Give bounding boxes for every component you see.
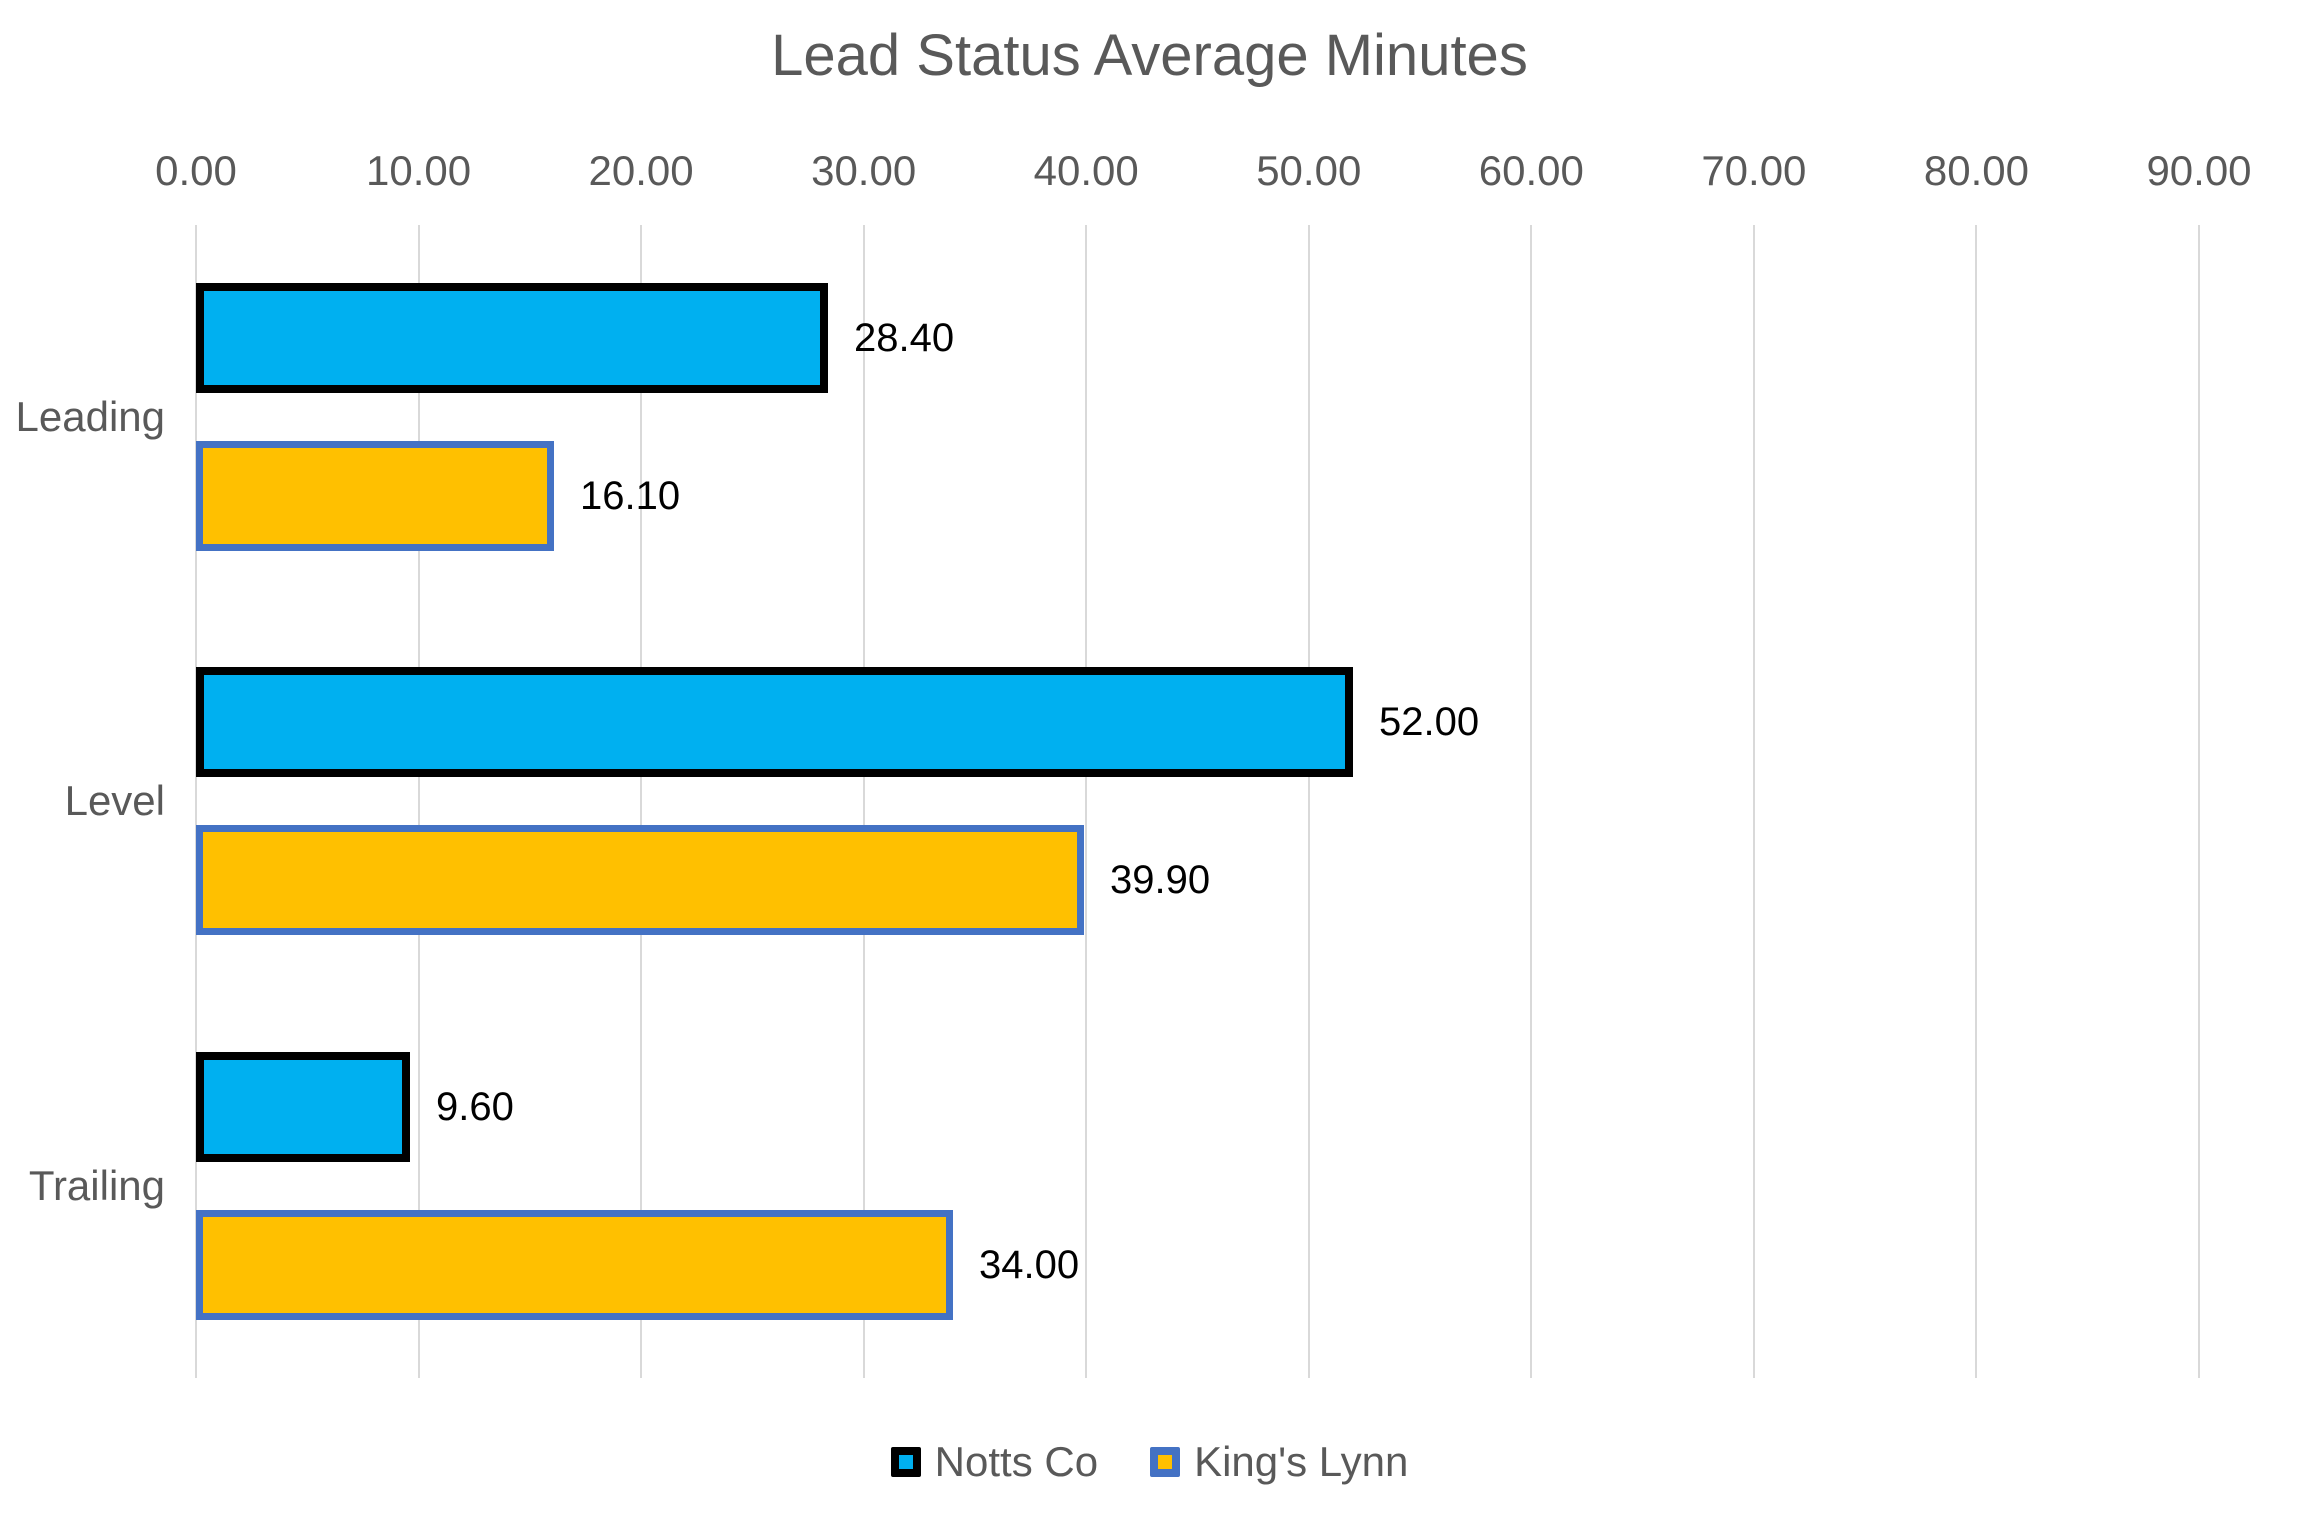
category-label-level: Level: [64, 777, 165, 825]
x-axis-tick-label: 40.00: [1033, 147, 1139, 194]
legend-label-notts-co: Notts Co: [934, 1438, 1099, 1485]
legend-swatch-notts-co-icon: [890, 1447, 921, 1477]
bar-notts-co-trailing: [196, 1051, 410, 1162]
legend-item-notts-co: Notts Co: [890, 1438, 1099, 1486]
x-axis-tick-label: 60.00: [1478, 147, 1584, 194]
data-label-notts-co-level: 52.00: [1379, 700, 1480, 745]
gridline: [1530, 225, 1533, 1378]
category-label-trailing: Trailing: [28, 1161, 165, 1209]
bar-king-s-lynn-level: [196, 825, 1084, 936]
data-label-king-s-lynn-leading: 16.10: [580, 474, 681, 518]
x-axis-tick-label: 70.00: [1701, 147, 1807, 194]
data-label-notts-co-trailing: 9.60: [436, 1084, 514, 1129]
legend-item-king-s-lynn: King's Lynn: [1150, 1438, 1408, 1486]
x-axis-tick-label: 50.00: [1256, 147, 1362, 194]
data-label-king-s-lynn-trailing: 34.00: [979, 1242, 1080, 1287]
gridline: [1975, 225, 1978, 1378]
x-axis-tick-label: 20.00: [588, 147, 694, 194]
bar-notts-co-leading: [196, 283, 828, 393]
gridline: [417, 225, 420, 1378]
bar-king-s-lynn-trailing: [196, 1209, 953, 1320]
x-axis-tick-label: 10.00: [365, 147, 472, 194]
gridline: [1085, 225, 1088, 1378]
legend-label-king-s-lynn: King's Lynn: [1194, 1438, 1409, 1485]
data-label-king-s-lynn-level: 39.90: [1110, 858, 1211, 903]
gridline: [1752, 225, 1755, 1378]
bar-king-s-lynn-leading: [196, 441, 554, 551]
x-axis-tick-label: 30.00: [811, 147, 917, 194]
gridline: [862, 225, 865, 1378]
x-axis-tick-label: 90.00: [2146, 147, 2252, 194]
x-axis-tick-label: 80.00: [1923, 147, 2029, 194]
chart-title: Lead Status Average Minutes: [771, 23, 1528, 88]
gridline: [1307, 225, 1310, 1378]
legend-swatch-king-s-lynn-icon: [1150, 1447, 1181, 1477]
data-label-notts-co-leading: 28.40: [854, 316, 955, 360]
gridline: [2198, 225, 2200, 1378]
gridline: [195, 225, 197, 1378]
x-axis-tick-label: 0.00: [155, 147, 237, 194]
legend: Notts Co King's Lynn: [0, 1438, 2299, 1486]
gridline: [640, 225, 643, 1378]
category-label-leading: Leading: [15, 393, 165, 440]
bar-notts-co-level: [196, 667, 1353, 778]
